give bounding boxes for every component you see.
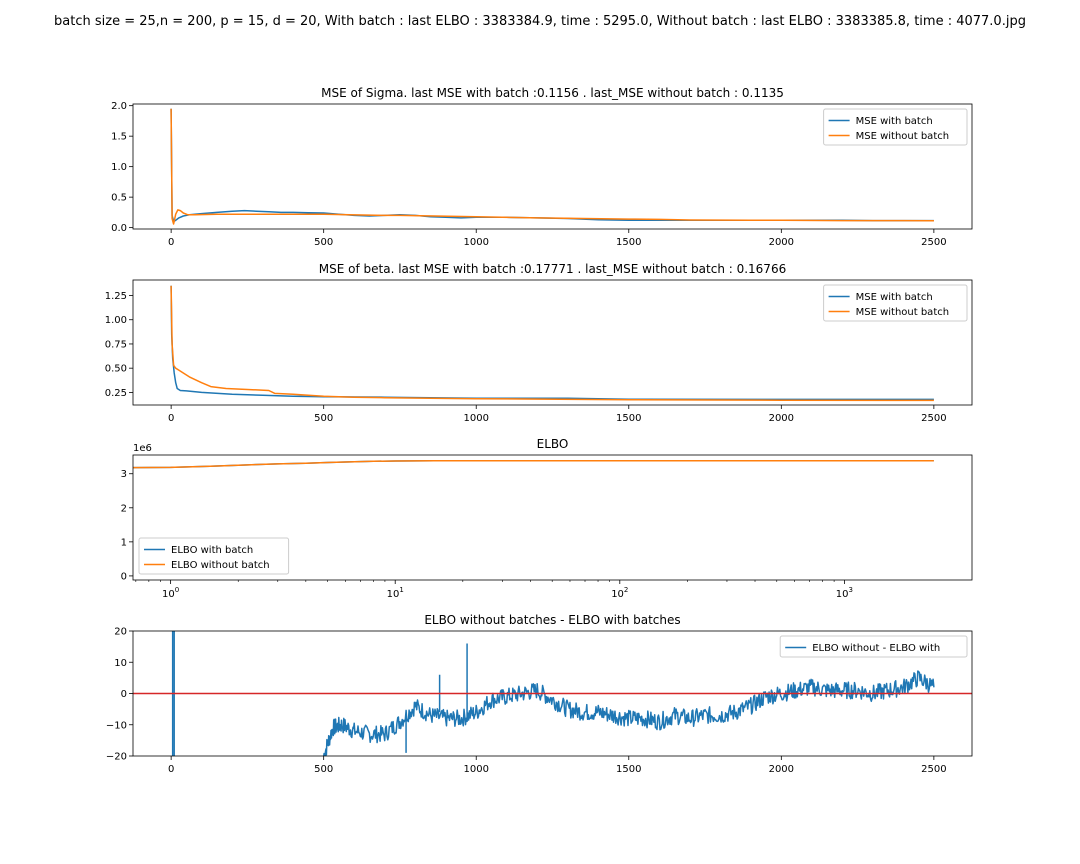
- legend-box: [823, 284, 968, 322]
- axes-frame: [132, 279, 973, 406]
- legend-label: ELBO without batch: [171, 560, 270, 571]
- subplot-title: MSE of beta. last MSE with batch :0.1777…: [319, 262, 786, 276]
- legend-label: MSE with batch: [856, 116, 933, 127]
- y-tick-label: −10: [106, 720, 127, 731]
- series-line-mse-with-batch: [170, 285, 934, 401]
- y-tick-label: 0: [121, 571, 127, 582]
- series-line-elbo-without-elbo-with: [322, 670, 935, 756]
- x-tick-label: 2000: [769, 413, 794, 424]
- legend-box: [138, 537, 290, 575]
- x-tick-label: 2500: [921, 237, 946, 248]
- x-tick-label: 2000: [769, 237, 794, 248]
- y-tick-label: 0.25: [105, 388, 127, 399]
- y-tick-label: 1.25: [105, 291, 127, 302]
- legend-label: MSE with batch: [856, 292, 933, 303]
- plot-area: [170, 285, 934, 402]
- x-tick-label: 2000: [769, 764, 794, 775]
- y-tick-label: 2.0: [111, 101, 127, 112]
- y-tick-label: 0.5: [111, 193, 127, 204]
- y-tick-label: 0: [121, 689, 127, 700]
- y-tick-label: 1.0: [111, 162, 127, 173]
- series-line-mse-without-batch: [170, 108, 934, 225]
- legend: ELBO with batch ELBO without batch: [138, 537, 290, 575]
- x-tick-label: 101: [387, 586, 404, 600]
- x-tick-label: 1000: [464, 413, 489, 424]
- y-tick-label: 0.0: [111, 223, 127, 234]
- plot-area: [133, 459, 934, 469]
- x-tick-label: 100: [162, 586, 179, 600]
- x-tick-label: 1000: [464, 237, 489, 248]
- axes-frame: [132, 454, 973, 581]
- subplot-title: MSE of Sigma. last MSE with batch :0.115…: [321, 86, 784, 100]
- legend-label: ELBO without - ELBO with: [812, 643, 940, 654]
- y-tick-label: 1.00: [105, 315, 127, 326]
- subplot-title: ELBO: [537, 437, 569, 451]
- y-tick-label: 0.75: [105, 339, 127, 350]
- legend: MSE with batch MSE without batch: [823, 108, 968, 146]
- legend-label: MSE without batch: [856, 307, 949, 318]
- legend-label: MSE without batch: [856, 131, 949, 142]
- x-tick-label: 500: [314, 413, 333, 424]
- subplot-mse-beta: MSE of beta. last MSE with batch :0.1777…: [105, 262, 973, 424]
- y-tick-label: 0.50: [105, 364, 127, 375]
- legend: ELBO without - ELBO with: [779, 635, 968, 658]
- x-tick-label: 2500: [921, 764, 946, 775]
- x-tick-label: 0: [168, 764, 174, 775]
- x-tick-label: 103: [836, 586, 853, 600]
- figure-title: batch size = 25,n = 200, p = 15, d = 20,…: [54, 14, 1026, 29]
- x-tick-label: 500: [314, 764, 333, 775]
- y-tick-label: 1: [121, 537, 127, 548]
- x-tick-label: 1500: [616, 413, 641, 424]
- x-tick-label: 1500: [616, 764, 641, 775]
- x-tick-label: 1500: [616, 237, 641, 248]
- subplot-elbo-diff: ELBO without batches - ELBO with batches…: [106, 613, 973, 775]
- subplot-title: ELBO without batches - ELBO with batches: [424, 613, 680, 627]
- y-tick-label: 2: [121, 503, 127, 514]
- legend-label: ELBO with batch: [171, 545, 253, 556]
- x-tick-label: 0: [168, 413, 174, 424]
- legend-box: [823, 108, 968, 146]
- y-tick-label: −20: [106, 752, 127, 763]
- y-tick-label: 1.5: [111, 132, 127, 143]
- series-line-elbo-without-batch: [133, 459, 934, 469]
- x-tick-label: 2500: [921, 413, 946, 424]
- x-tick-label: 102: [611, 586, 628, 600]
- x-tick-label: 1000: [464, 764, 489, 775]
- x-tick-label: 0: [168, 237, 174, 248]
- y-offset-text: 1e6: [133, 443, 152, 454]
- y-tick-label: 20: [114, 627, 127, 638]
- plot-area: [133, 631, 972, 756]
- y-tick-label: 3: [121, 469, 127, 480]
- plot-area: [170, 108, 934, 225]
- x-tick-label: 500: [314, 237, 333, 248]
- legend-box: [779, 635, 968, 658]
- series-line-mse-with-batch: [170, 108, 934, 223]
- y-tick-label: 10: [114, 658, 127, 669]
- legend: MSE with batch MSE without batch: [823, 284, 968, 322]
- subplot-mse-sigma: MSE of Sigma. last MSE with batch :0.115…: [111, 86, 973, 248]
- axes-frame: [132, 630, 973, 757]
- axes-frame: [132, 103, 973, 230]
- series-line-mse-without-batch: [170, 285, 934, 402]
